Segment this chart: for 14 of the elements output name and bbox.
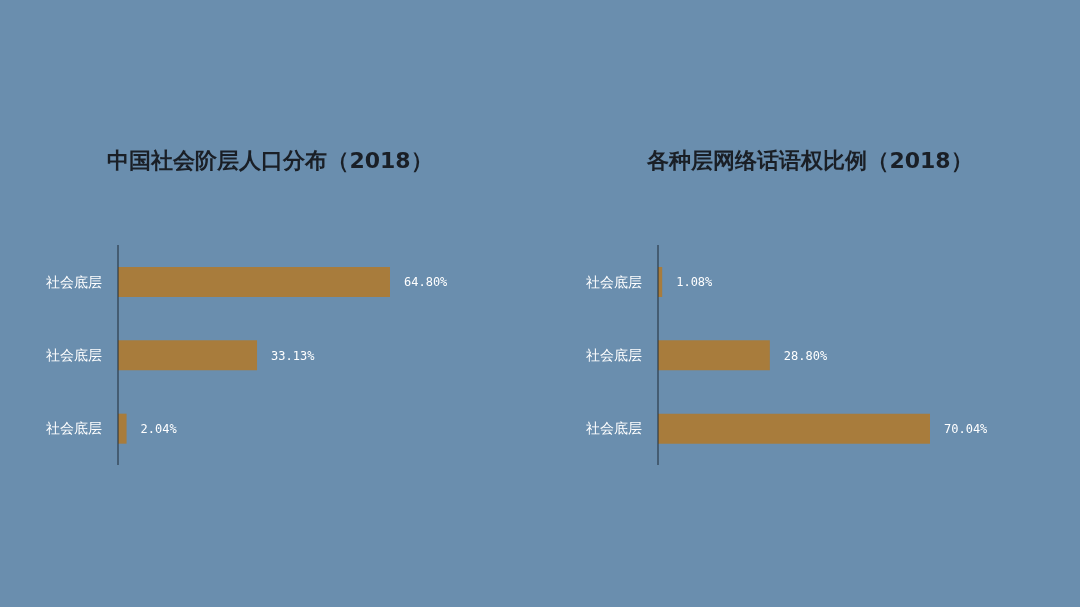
chart-title: 中国社会阶层人口分布（2018） [106, 147, 434, 175]
chart-title: 各种层网络话语权比例（2018） [646, 147, 974, 175]
data-label: 33.13% [271, 348, 316, 363]
data-label: 64.80% [404, 275, 449, 290]
data-label: 2.04% [140, 421, 178, 436]
y-tick-label: 社会底层 [46, 273, 102, 290]
data-label: 28.80% [783, 348, 828, 363]
y-tick-label: 社会底层 [46, 420, 102, 437]
y-tick-label: 社会底层 [586, 273, 642, 290]
data-label: 70.04% [944, 421, 989, 436]
y-tick-label: 社会底层 [586, 420, 642, 437]
y-tick-label: 社会底层 [46, 346, 102, 363]
data-label: 1.08% [676, 275, 714, 290]
y-tick-label: 社会底层 [586, 346, 642, 363]
